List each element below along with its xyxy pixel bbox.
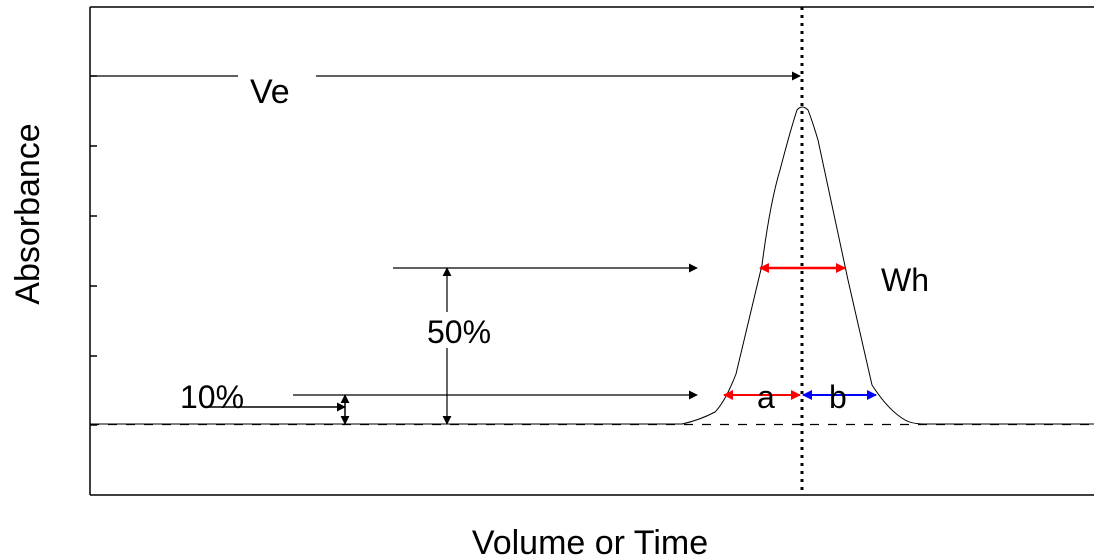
fifty-label-bg: [425, 312, 497, 348]
fifty-percent-label: 50%: [427, 314, 491, 350]
y-axis-ticks: [90, 75, 97, 426]
wh-label: Wh: [881, 262, 929, 298]
ve-label: Ve: [250, 73, 290, 111]
a-label: a: [757, 379, 775, 415]
y-axis-title: Absorbance: [9, 123, 47, 304]
b-label: b: [829, 379, 847, 415]
peak-curve: [90, 106, 1094, 425]
ten-percent-label: 10%: [180, 379, 244, 415]
x-axis-title: Volume or Time: [472, 524, 708, 558]
